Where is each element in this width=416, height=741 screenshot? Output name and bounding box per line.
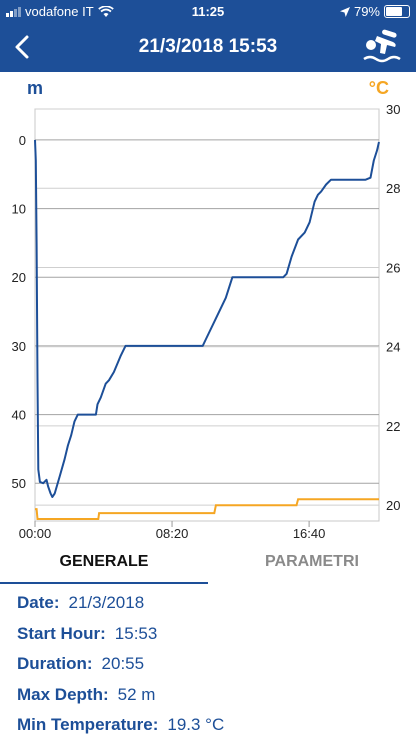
duration-row: Duration: 20:55 [17, 649, 224, 680]
time-tick-label: 16:40 [293, 526, 326, 541]
time-tick-label: 08:20 [156, 526, 189, 541]
status-left: vodafone IT [6, 4, 114, 19]
temperature-tick-label: 26 [386, 260, 400, 275]
temperature-series-line [35, 498, 379, 520]
plot-area [34, 108, 380, 522]
nav-bar: 21/3/2018 15:53 [0, 24, 416, 72]
start-hour-value: 15:53 [114, 623, 158, 643]
date-label: Date: [17, 593, 60, 612]
header: vodafone IT 11:25 79% 21/3/2018 15:53 [0, 0, 416, 72]
chevron-left-icon[interactable] [6, 30, 40, 64]
start-hour-row: Start Hour: 15:53 [17, 619, 224, 650]
temperature-tick-label: 28 [386, 181, 400, 196]
depth-series-line [34, 139, 380, 498]
temperature-tick-label: 24 [386, 340, 400, 355]
battery-icon [384, 5, 410, 18]
time-tick-label: 00:00 [19, 526, 52, 541]
status-right: 79% [339, 4, 410, 19]
duration-value: 20:55 [101, 654, 145, 673]
temperature-tick-label: 30 [386, 102, 400, 117]
depth-tick-label: 50 [12, 476, 26, 491]
date-value: 21/3/2018 [68, 593, 145, 612]
temperature-tick-label: 20 [386, 498, 400, 513]
battery-percent: 79% [353, 4, 380, 19]
status-time: 11:25 [191, 4, 225, 19]
duration-label: Duration: [17, 654, 93, 673]
min-temperature-value: 19.3 °C [167, 715, 225, 734]
max-depth-label: Max Depth: [17, 684, 109, 704]
depth-tick-label: 20 [12, 270, 26, 285]
wifi-icon [97, 5, 114, 17]
location-arrow-icon [339, 6, 350, 17]
start-hour-label: Start Hour: [17, 623, 106, 643]
signal-icon [6, 6, 21, 17]
scuba-diver-icon[interactable] [360, 26, 408, 66]
date-row: Date: 21/3/2018 [17, 588, 224, 619]
page-title: 21/3/2018 15:53 [138, 36, 278, 57]
tab-generale[interactable]: GENERALE [59, 553, 149, 570]
dive-profile-chart: 0 10 20 30 40 50 20 22 24 26 28 30 00:00 08:20 16:40 [12, 102, 401, 541]
max-depth-row: Max Depth: 52 m [17, 680, 224, 711]
depth-tick-label: 0 [19, 133, 26, 148]
active-tab-indicator [0, 582, 208, 584]
min-temperature-label: Min Temperature: [17, 715, 159, 734]
depth-tick-label: 30 [12, 339, 26, 354]
temperature-tick-label: 22 [386, 419, 400, 434]
depth-unit-label: m [27, 78, 44, 98]
battery-fill [386, 7, 402, 16]
tab-bar: GENERALE PARAMETRI [0, 545, 416, 585]
depth-tick-label: 40 [12, 408, 26, 423]
min-temperature-row: Min Temperature: 19.3 °C [17, 710, 224, 741]
tab-parametri[interactable]: PARAMETRI [265, 553, 359, 570]
temperature-unit-label: °C [368, 78, 389, 98]
max-depth-value: 52 m [117, 684, 156, 704]
carrier-label: vodafone IT [25, 4, 94, 19]
status-bar: vodafone IT 11:25 79% [0, 0, 416, 24]
depth-tick-label: 10 [12, 202, 26, 217]
dive-summary: Date: 21/3/2018 Start Hour: 15:53 Duration… [17, 588, 224, 741]
